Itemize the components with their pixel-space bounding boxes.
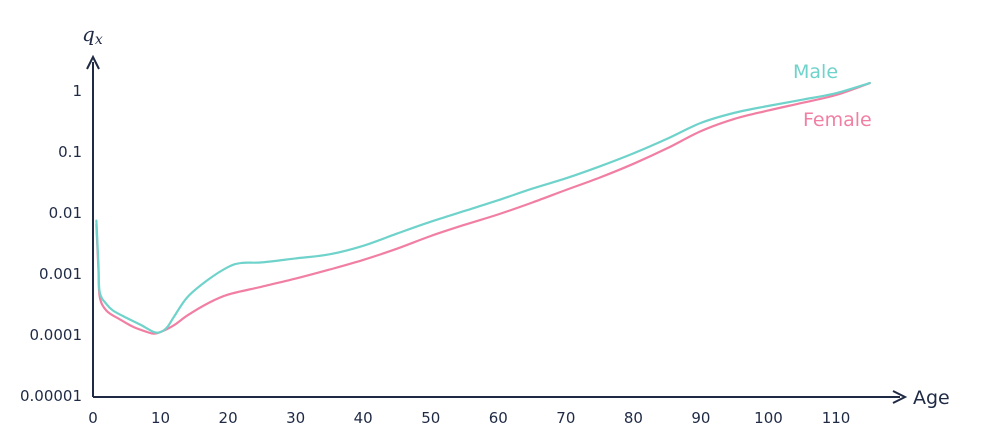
- legend-label-male: Male: [793, 61, 838, 83]
- x-tick-label: 100: [754, 409, 783, 427]
- y-axis-title: qx: [82, 22, 103, 48]
- series-line-male: [95, 81, 871, 334]
- x-tick-label: 10: [151, 409, 170, 427]
- y-tick-label: 0.0001: [30, 326, 83, 344]
- y-tick-label: 0.001: [39, 265, 82, 283]
- x-tick-label: 110: [822, 409, 851, 427]
- x-tick-label: 30: [286, 409, 305, 427]
- x-tick-label: 50: [421, 409, 440, 427]
- x-tick-label: 70: [556, 409, 575, 427]
- y-axis-title-sub: x: [95, 32, 103, 48]
- y-tick-label: 0.1: [58, 143, 82, 161]
- x-tick-label: 20: [219, 409, 238, 427]
- x-axis-title: Age: [913, 387, 950, 409]
- x-tick-label: 90: [691, 409, 710, 427]
- series-layer: [95, 81, 871, 335]
- x-tick-label: 0: [88, 409, 98, 427]
- y-tick-label: 0.00001: [20, 387, 82, 405]
- series-line-female: [95, 81, 871, 335]
- y-tick-label: 0.01: [49, 204, 82, 222]
- legend-label-female: Female: [803, 109, 872, 131]
- y-axis-title-main: q: [82, 22, 95, 46]
- axes: [86, 54, 908, 404]
- x-tick-label: 40: [354, 409, 373, 427]
- x-axis-arrow: [892, 390, 908, 404]
- x-tick-label: 80: [624, 409, 643, 427]
- y-tick-label: 1: [72, 82, 82, 100]
- ticks: 0 10 20 30 40 50 60 70 80 90 100 110 1 0.1 0.01 0.001 0.…: [20, 82, 850, 427]
- y-axis-arrow: [86, 54, 100, 70]
- x-tick-label: 60: [489, 409, 508, 427]
